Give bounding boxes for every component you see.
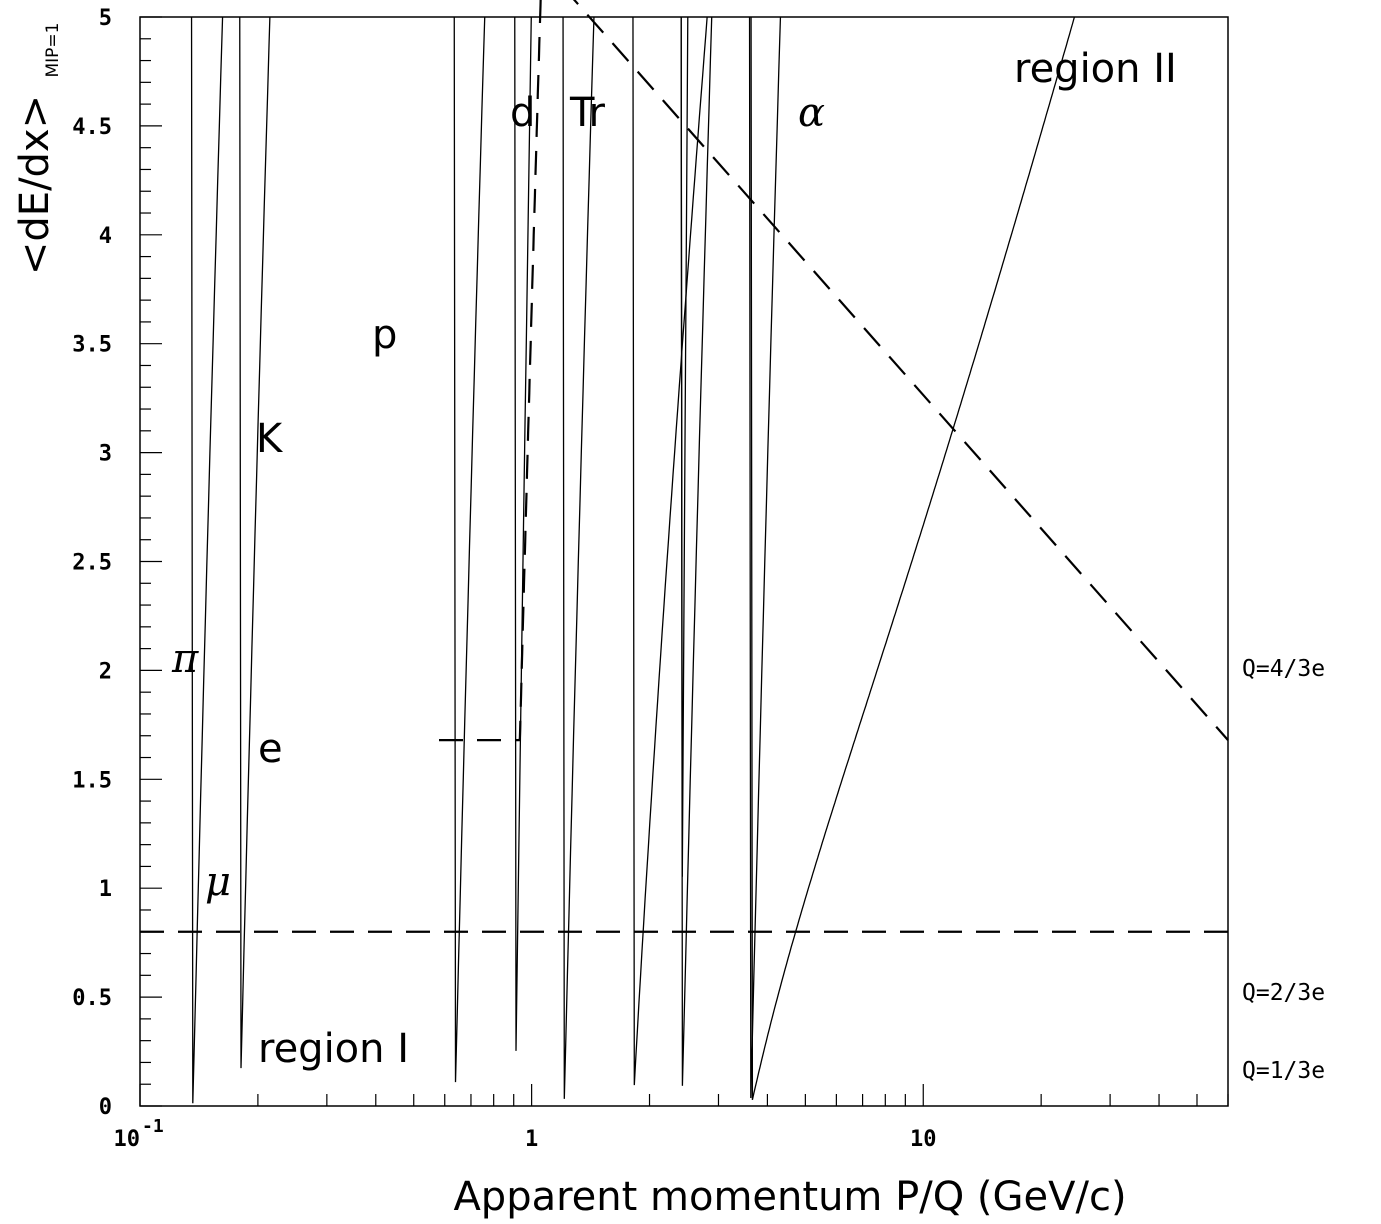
y-tick-label: 1.5	[72, 768, 112, 793]
curve-label-Tr: Tr	[569, 90, 606, 136]
curve-label-alpha: α	[798, 90, 825, 136]
y-tick-label: 4.5	[72, 115, 112, 140]
charge-label-q43: Q=4/3e	[1242, 656, 1325, 682]
annotation-labels: e μ π Kp d Tr α region I region II Q=4/3e Q=2/3e Q=…	[171, 46, 1325, 1084]
charge-label-q23: Q=2/3e	[1242, 980, 1325, 1006]
curve-q23	[632, 17, 708, 1086]
curve-alpha	[680, 17, 689, 877]
y-tick-label: 0.5	[72, 986, 112, 1011]
x-tick-label: 10	[114, 1127, 141, 1152]
curve-q13	[750, 17, 1076, 1101]
y-tick-label: 2	[99, 659, 112, 684]
y-tick-label: 3	[99, 442, 112, 467]
curve-label-e: e	[258, 726, 283, 772]
y-tick-label: 0	[99, 1095, 112, 1120]
y-tick-label: 2.5	[72, 551, 112, 576]
region-1-label: region I	[258, 1026, 409, 1072]
x-tick-label: 1	[525, 1127, 538, 1152]
curve-label-K: K	[256, 416, 284, 462]
curves-group	[190, 17, 1076, 1104]
x-axis-title: Apparent momentum P/Q (GeV/c)	[453, 1174, 1126, 1220]
x-tick-exponent: -1	[142, 1116, 164, 1137]
y-axis-title-subscript: MIP=1	[43, 23, 63, 78]
x-tick-label: 10	[910, 1127, 937, 1152]
curve-label-mu: μ	[205, 859, 231, 905]
curve-label-d: d	[510, 90, 535, 136]
threshold-q43-dashed	[439, 0, 1229, 742]
threshold-lines	[140, 0, 1229, 933]
curve-label-p: p	[372, 312, 397, 358]
y-tick-label: 4	[99, 224, 112, 249]
curve-d	[680, 17, 713, 1086]
curve-q43	[514, 17, 532, 1051]
y-tick-label: 1	[99, 877, 112, 902]
y-axis-title-main: <dE/dx>	[12, 95, 58, 275]
y-tick-label: 5	[99, 6, 112, 31]
region-2-label: region II	[1014, 46, 1177, 92]
charge-label-q13: Q=1/3e	[1242, 1058, 1325, 1084]
curve-label-pi: π	[171, 636, 199, 682]
y-tick-label: 3.5	[72, 333, 112, 358]
y-axis-title: <dE/dx> MIP=1	[12, 23, 63, 276]
